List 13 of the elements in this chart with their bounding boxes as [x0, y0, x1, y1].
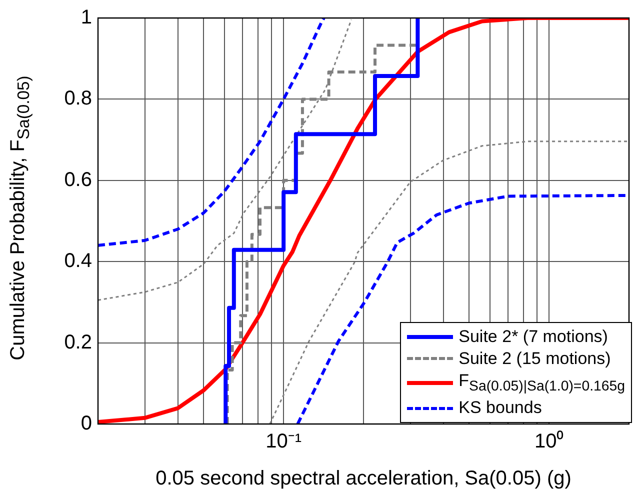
x-axis-title: 0.05 second spectral acceleration, Sa(0.05) (g) [156, 468, 572, 490]
legend-label: Suite 2* (7 motions) [458, 326, 608, 348]
legend-label: F$_{Sa(0.05)|Sa(1.0)=0.165g}$ [458, 370, 625, 396]
legend-label: Suite 2 (15 motions) [458, 348, 611, 370]
y-tick-label: 1 [80, 6, 92, 29]
y-tick-label: 0.6 [64, 168, 92, 191]
y-tick-label: 0.2 [64, 331, 92, 354]
legend-label: KS bounds [458, 397, 542, 419]
y-tick-label: 0.8 [64, 88, 92, 110]
y-tick-label: 0 [80, 412, 92, 435]
y-tick-label: 0.4 [64, 250, 92, 272]
x-tick-label: 10⁰ [534, 430, 564, 453]
x-tick-label: 10⁻¹ [266, 430, 302, 453]
